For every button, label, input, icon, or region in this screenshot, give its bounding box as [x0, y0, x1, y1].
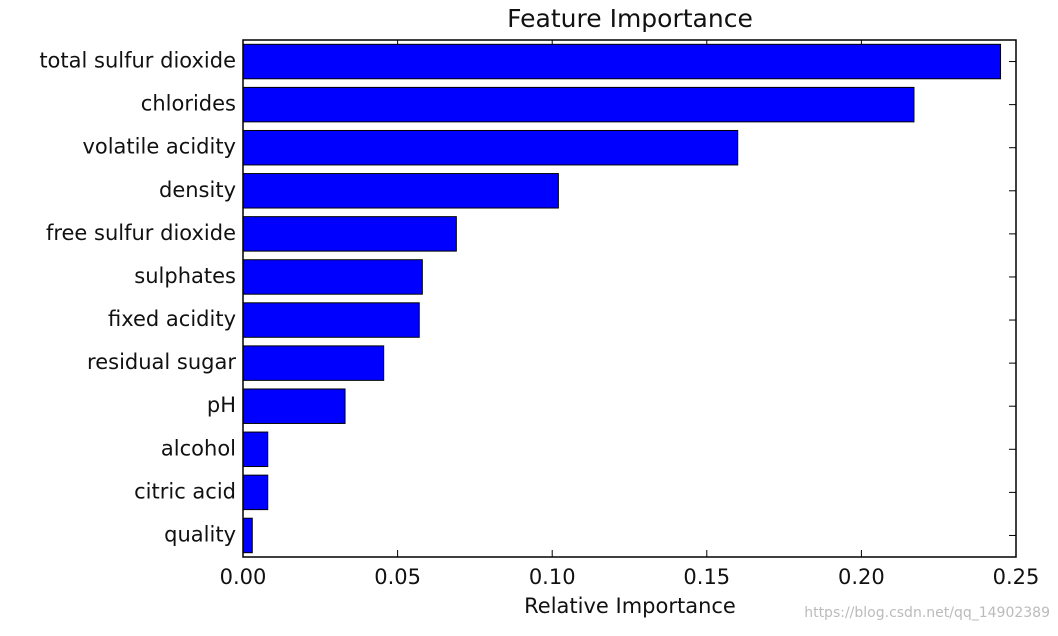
bar [242, 86, 915, 123]
x-tick-label: 0.25 [993, 565, 1040, 589]
y-tick-label: free sulfur dioxide [46, 221, 236, 245]
y-tick-label: residual sugar [87, 350, 236, 374]
x-tick-label: 0.10 [529, 565, 576, 589]
x-tick-label: 0.15 [683, 565, 730, 589]
bar [242, 388, 346, 424]
y-tick-label: sulphates [134, 264, 236, 288]
y-tick-label: fixed acidity [108, 307, 236, 331]
bar [242, 173, 559, 209]
bar [242, 43, 1002, 80]
y-tick-label: alcohol [161, 436, 236, 460]
plot-frame [242, 39, 1017, 558]
bar [242, 129, 739, 166]
x-tick-label: 0.00 [220, 565, 267, 589]
x-axis-label: Relative Importance [524, 594, 736, 618]
x-tick-label: 0.05 [374, 565, 421, 589]
bar [242, 259, 423, 295]
bar [242, 474, 269, 511]
y-tick-label: chlorides [141, 92, 236, 116]
y-tick-label: pH [207, 393, 236, 417]
bar [242, 517, 253, 554]
bar [242, 216, 457, 252]
bar [242, 345, 385, 381]
x-tick-label: 0.20 [838, 565, 885, 589]
watermark: https://blog.csdn.net/qq_14902389 [804, 605, 1050, 621]
y-tick-label: citric acid [134, 479, 236, 503]
chart-title: Feature Importance [507, 4, 753, 33]
y-tick-label: total sulfur dioxide [39, 49, 236, 73]
y-tick-label: volatile acidity [82, 135, 236, 159]
y-tick-label: density [159, 178, 236, 202]
bar [242, 302, 420, 338]
bar [242, 431, 269, 468]
y-tick-label: quality [164, 522, 236, 546]
